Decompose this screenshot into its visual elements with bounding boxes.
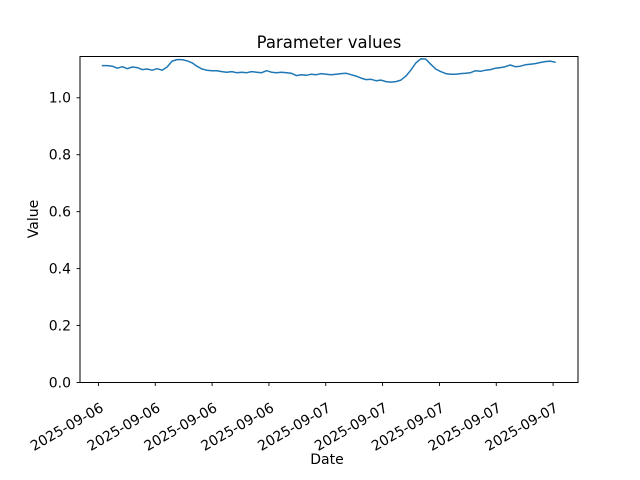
y-tick-label: 0.8 <box>49 148 71 164</box>
y-tick-label: 0.2 <box>49 318 71 334</box>
plot-border <box>79 56 579 383</box>
y-tick-label: 0.6 <box>49 204 71 220</box>
y-tick-label: 1.0 <box>49 91 71 107</box>
y-tick-label: 0.4 <box>49 261 71 277</box>
data-line <box>101 58 556 83</box>
chart-title: Parameter values <box>257 33 402 52</box>
x-axis-label: Date <box>310 452 343 468</box>
y-axis-label: Value <box>26 200 42 238</box>
plot-area: 0.00.20.40.60.81.02025-09-062025-09-0620… <box>28 56 579 455</box>
y-tick-label: 0.0 <box>49 375 71 391</box>
